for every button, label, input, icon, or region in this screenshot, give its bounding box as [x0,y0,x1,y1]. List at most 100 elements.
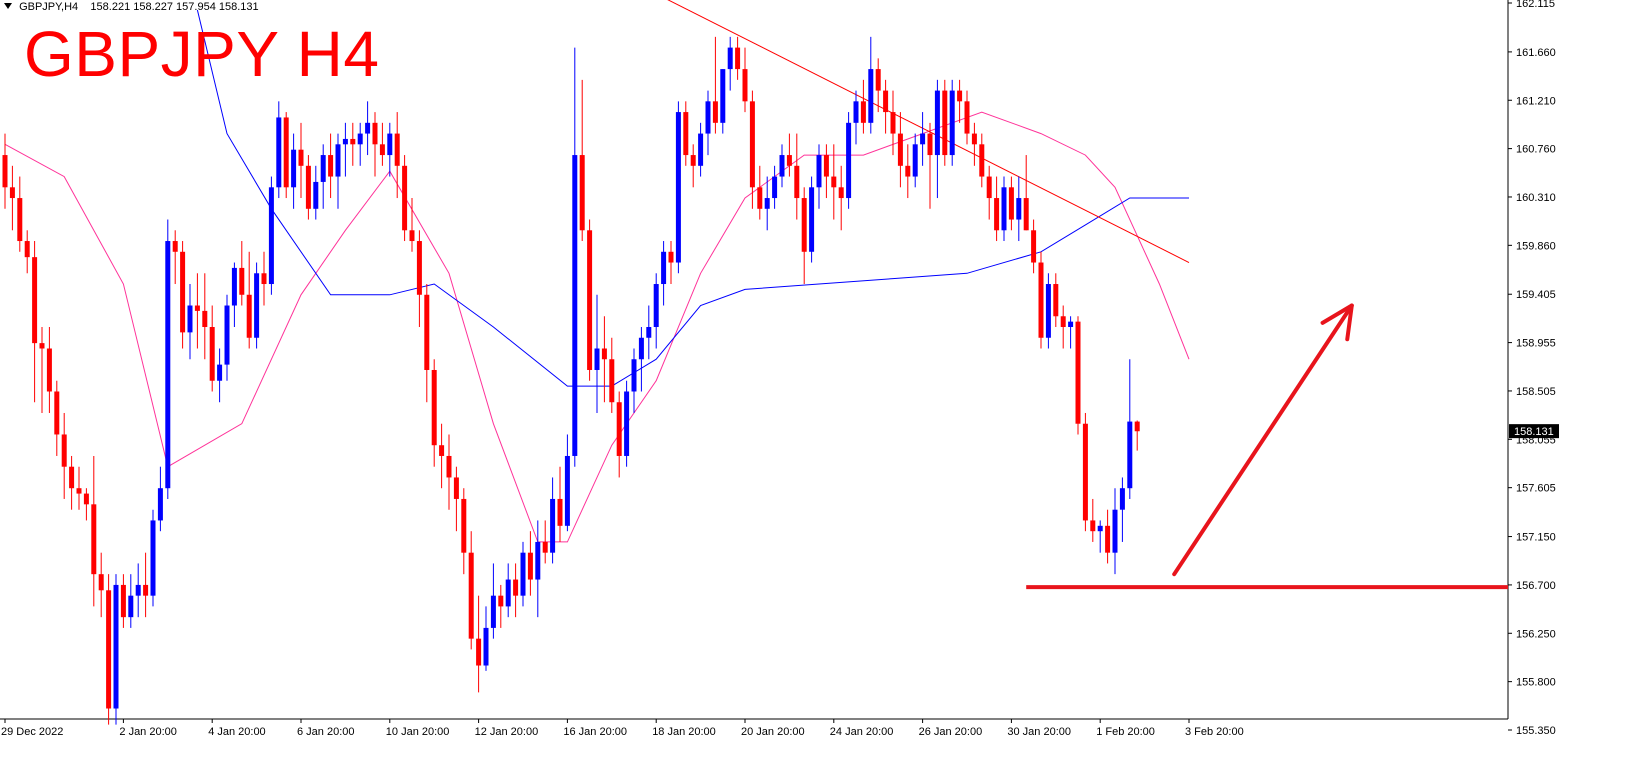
bullish-candle [720,69,726,123]
bearish-candle [742,69,748,102]
bearish-candle [431,369,437,446]
bearish-candle [986,176,992,199]
bullish-candle [254,273,260,338]
bullish-candle [387,133,393,156]
bullish-candle [809,187,815,252]
bearish-candle [379,144,385,156]
bullish-candle [853,101,859,123]
bullish-candle [646,327,652,338]
x-tick-label: 24 Jan 20:00 [830,726,894,738]
bullish-candle [1045,284,1051,338]
y-tick-label: 158.955 [1516,338,1556,350]
y-tick-label: 155.350 [1516,725,1556,737]
bullish-candle [276,117,282,188]
bullish-arrow-head [1320,303,1354,342]
y-tick-label: 159.860 [1516,240,1556,252]
y-tick-label: 161.660 [1516,47,1556,59]
bullish-candle [638,337,644,360]
bearish-candle [468,552,474,639]
bearish-candle [461,498,467,553]
bearish-candle [1075,321,1081,424]
bearish-candle [246,294,252,338]
bullish-candle [698,133,704,166]
bearish-candle [39,343,45,349]
bullish-candle [224,305,230,365]
bearish-candle [1038,262,1044,338]
y-tick-label: 156.700 [1516,580,1556,592]
bullish-candle [187,305,193,333]
bearish-candle [61,434,67,467]
bearish-candle [942,90,948,156]
bearish-candle [46,348,52,392]
x-tick-label: 30 Jan 20:00 [1007,726,1071,738]
y-tick-label: 157.150 [1516,532,1556,544]
bearish-candle [749,101,755,188]
bullish-candle [313,181,319,209]
bullish-candle [535,541,541,580]
bearish-candle [1060,316,1066,328]
bearish-candle [350,138,356,145]
bearish-candle [409,230,415,242]
y-tick-label: 160.760 [1516,144,1556,156]
bearish-candle [557,498,563,526]
bullish-candle [631,359,637,392]
bullish-candle [291,149,297,188]
bearish-candle [416,241,422,295]
bullish-candle [135,584,141,596]
collapse-triangle-icon[interactable] [4,3,12,9]
bearish-candle [609,359,615,403]
bullish-candle [661,251,667,285]
y-tick-label: 155.800 [1516,677,1556,689]
bearish-candle [905,165,911,177]
bearish-candle [964,101,970,134]
x-tick-label: 12 Jan 20:00 [475,726,539,738]
bearish-candle [1053,284,1059,317]
bearish-candle [683,112,689,156]
bullish-candle [949,90,955,156]
ohlc-values: 158.221 158.227 157.954 158.131 [90,1,259,13]
bearish-candle [498,595,504,607]
bearish-candle [735,47,741,70]
bullish-candle [779,155,785,177]
bearish-candle [202,310,208,328]
bearish-candle [794,165,800,199]
bearish-candle [32,257,38,344]
bearish-candle [394,133,400,166]
bearish-candle [883,90,889,113]
bearish-candle [994,198,1000,231]
bearish-candle [890,112,896,134]
symbol-label: GBPJPY,H4 [19,1,79,13]
bearish-candle [24,241,30,258]
bearish-candle [98,574,104,591]
bearish-candle [328,155,334,177]
bearish-candle [875,69,881,91]
bullish-candle [128,595,134,618]
y-tick-label: 162.115 [1516,0,1555,10]
bearish-candle [439,445,445,456]
bearish-candle [838,187,844,199]
bearish-candle [1105,525,1111,553]
bullish-candle [320,155,326,182]
bearish-candle [305,165,311,209]
bearish-candle [17,198,23,242]
bullish-candle [165,241,171,489]
bearish-candle [860,101,866,123]
bullish-candle [335,144,341,177]
bullish-candle [490,595,496,628]
bullish-candle [727,47,733,70]
bearish-candle [587,230,593,370]
bearish-candle [372,122,378,145]
bearish-candle [668,251,674,263]
x-tick-label: 18 Jan 20:00 [652,726,716,738]
bearish-candle [1008,187,1014,220]
bearish-candle [402,165,408,231]
bullish-arrow-shaft [1172,303,1354,577]
x-tick-label: 16 Jan 20:00 [563,726,627,738]
bullish-candle [231,267,237,306]
bullish-candle [342,138,348,145]
bullish-candle [572,155,578,456]
bullish-candle [365,122,371,134]
bullish-candle [1068,321,1074,328]
bearish-candle [786,155,792,166]
x-tick-label: 1 Feb 20:00 [1096,726,1155,738]
